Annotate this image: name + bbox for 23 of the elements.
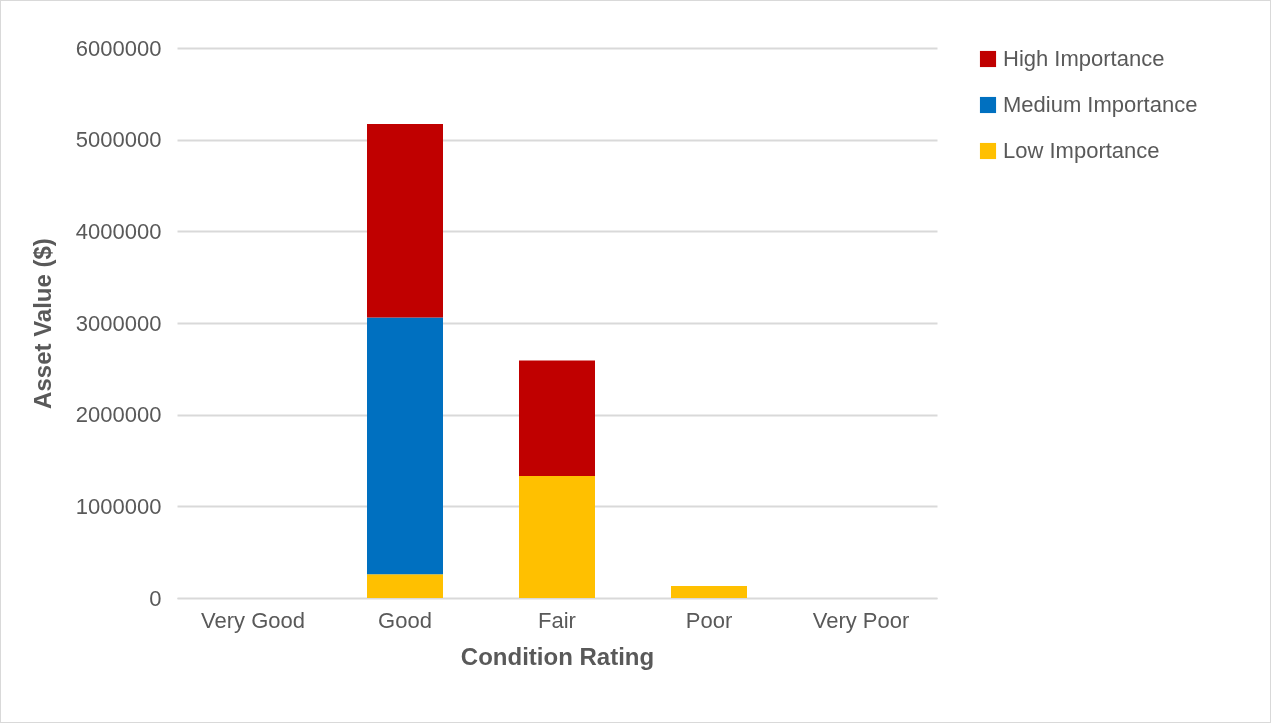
x-tick-label: Fair — [538, 607, 576, 633]
x-axis-title: Condition Rating — [460, 642, 655, 670]
bar — [367, 574, 443, 598]
legend-label: High Importance — [1003, 46, 1165, 71]
x-tick-label: Very Poor — [812, 607, 910, 633]
x-tick-label: Good — [378, 607, 432, 633]
y-tick-label: 6000000 — [75, 35, 162, 61]
y-tick-label: 3000000 — [75, 310, 162, 336]
bar — [519, 360, 595, 477]
legend-label: Low Importance — [1003, 138, 1160, 163]
y-tick-label: 1000000 — [75, 493, 162, 519]
bar — [519, 476, 595, 598]
y-tick-label: 2000000 — [75, 402, 162, 428]
legend-label: Medium Importance — [1003, 92, 1198, 117]
bar — [671, 586, 747, 598]
y-axis-title: Asset Value ($) — [28, 238, 56, 409]
x-tick-label: Very Good — [201, 607, 305, 633]
y-tick-label: 0 — [149, 585, 162, 611]
x-tick-label: Poor — [685, 607, 733, 633]
bar — [367, 124, 443, 318]
bar — [367, 317, 443, 575]
y-tick-label: 4000000 — [75, 218, 162, 244]
y-tick-label: 5000000 — [75, 127, 162, 153]
